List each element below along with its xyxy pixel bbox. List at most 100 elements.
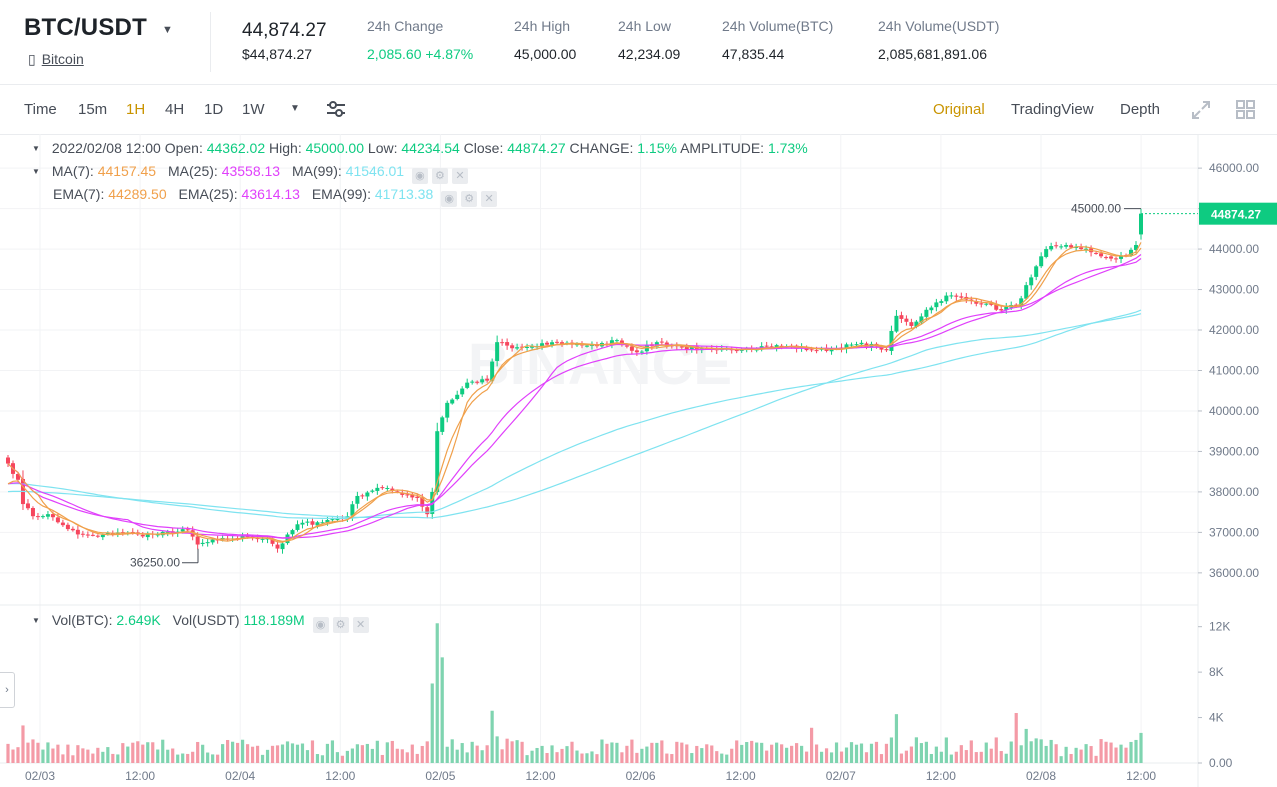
ticker-header: BTC/USDT ▼ ▯ Bitcoin 44,874.27 $44,874.27… bbox=[0, 0, 1277, 85]
volume-bar bbox=[121, 743, 125, 763]
candle-body bbox=[994, 304, 999, 310]
interval-1d[interactable]: 1D bbox=[204, 101, 224, 118]
volume-bar bbox=[350, 748, 354, 763]
candle-body bbox=[1029, 277, 1034, 286]
interval-15m[interactable]: 15m bbox=[78, 101, 108, 118]
price-axis-label: 46000.00 bbox=[1209, 161, 1259, 175]
volume-bar bbox=[899, 753, 904, 763]
expand-panel-arrow-icon[interactable]: › bbox=[0, 672, 15, 708]
indicator-settings-icon[interactable] bbox=[325, 99, 347, 119]
candle-body bbox=[1074, 246, 1079, 248]
last-price-usd: $44,874.27 bbox=[242, 46, 313, 62]
volume-bar bbox=[760, 742, 764, 763]
legend-high-label: High: bbox=[269, 140, 302, 156]
candle-body bbox=[844, 344, 849, 350]
eye-icon[interactable]: ◉ bbox=[312, 617, 329, 633]
pair-dropdown-caret-icon[interactable]: ▼ bbox=[162, 24, 173, 36]
stat-value: 2,085.60 +4.87% bbox=[367, 46, 474, 62]
volume-bar bbox=[31, 739, 35, 763]
volume-bar bbox=[879, 754, 884, 763]
volume-bar bbox=[285, 741, 290, 763]
settings-gear-icon[interactable]: ⚙ bbox=[461, 191, 478, 207]
volume-bar bbox=[505, 738, 509, 763]
candle-body bbox=[6, 457, 10, 464]
close-icon[interactable]: ✕ bbox=[352, 617, 369, 633]
candle-body bbox=[355, 495, 360, 504]
price-axis-label: 40000.00 bbox=[1209, 404, 1259, 418]
volume-bar bbox=[939, 751, 943, 763]
volume-bar bbox=[934, 746, 938, 763]
volume-bar bbox=[1114, 747, 1118, 763]
volume-bar bbox=[700, 748, 704, 763]
collapse-caret-icon[interactable]: ▼ bbox=[32, 616, 40, 625]
volume-bar bbox=[809, 727, 814, 763]
volume-bar bbox=[156, 749, 160, 763]
interval-4h[interactable]: 4H bbox=[165, 101, 185, 118]
view-tradingview[interactable]: TradingView bbox=[1011, 101, 1094, 118]
interval-1h[interactable]: 1H bbox=[126, 101, 146, 118]
volume-bar bbox=[944, 737, 948, 763]
price-axis-label: 41000.00 bbox=[1209, 363, 1259, 377]
candle-body bbox=[1049, 246, 1054, 250]
candle-body bbox=[310, 521, 315, 525]
volume-bar bbox=[914, 737, 918, 763]
settings-gear-icon[interactable]: ⚙ bbox=[431, 168, 448, 184]
fullscreen-icon[interactable] bbox=[1190, 99, 1212, 121]
stat-24h-high: 24h High 45,000.00 bbox=[514, 18, 576, 62]
candle-body bbox=[475, 381, 480, 383]
settings-gear-icon[interactable]: ⚙ bbox=[332, 617, 349, 633]
volume-bar bbox=[565, 746, 569, 763]
vol-usdt-value: 118.189M bbox=[243, 612, 305, 628]
volume-bar bbox=[255, 745, 260, 763]
volume-axis-label: 4K bbox=[1209, 711, 1224, 725]
volume-bars bbox=[6, 623, 1143, 763]
candle-body bbox=[435, 431, 440, 493]
volume-bar bbox=[690, 753, 694, 763]
volume-bar bbox=[355, 744, 359, 763]
volume-bar bbox=[275, 745, 280, 763]
coin-info-link[interactable]: ▯ Bitcoin bbox=[28, 51, 84, 68]
interval-time[interactable]: Time bbox=[24, 101, 57, 118]
candle-body bbox=[70, 528, 75, 531]
volume-bar bbox=[615, 742, 619, 763]
volume-bar bbox=[46, 742, 50, 763]
volume-bar bbox=[974, 752, 978, 763]
candle-body bbox=[764, 345, 769, 347]
more-intervals-caret-icon[interactable]: ▼ bbox=[290, 103, 300, 114]
candle-body bbox=[889, 330, 894, 351]
pair-title[interactable]: BTC/USDT bbox=[24, 14, 147, 41]
price-axis-label: 42000.00 bbox=[1209, 323, 1259, 337]
volume-bar bbox=[295, 744, 300, 763]
eye-icon[interactable]: ◉ bbox=[411, 168, 428, 184]
volume-bar bbox=[221, 744, 225, 763]
collapse-caret-icon[interactable]: ▼ bbox=[32, 167, 40, 176]
candle-body bbox=[959, 296, 964, 298]
view-original[interactable]: Original bbox=[933, 101, 985, 118]
vol-btc-label: Vol(BTC): bbox=[51, 612, 113, 628]
volume-bar bbox=[869, 743, 874, 763]
price-chart[interactable]: BINANCE 46000.00 45000.00 44000.00 43000.00… bbox=[0, 134, 1277, 787]
close-icon[interactable]: ✕ bbox=[451, 168, 468, 184]
volume-bar bbox=[201, 744, 205, 763]
volume-bar bbox=[51, 748, 55, 763]
coin-name[interactable]: Bitcoin bbox=[41, 51, 84, 67]
close-icon[interactable]: ✕ bbox=[481, 191, 498, 207]
collapse-caret-icon[interactable]: ▼ bbox=[32, 144, 40, 153]
volume-bar bbox=[560, 748, 564, 763]
volume-bar bbox=[325, 743, 330, 763]
volume-bar bbox=[36, 742, 40, 763]
candle-body bbox=[639, 351, 644, 353]
ma99-line bbox=[7, 313, 1142, 519]
candle-body bbox=[25, 503, 30, 509]
volume-bar bbox=[1134, 739, 1138, 763]
volume-bar bbox=[265, 749, 270, 763]
candle-body bbox=[405, 494, 410, 496]
stat-label: 24h High bbox=[514, 18, 571, 34]
view-depth[interactable]: Depth bbox=[1120, 101, 1161, 118]
eye-icon[interactable]: ◉ bbox=[441, 191, 458, 207]
grid-layout-icon[interactable] bbox=[1236, 100, 1256, 120]
volume-bar bbox=[775, 742, 779, 763]
interval-1w[interactable]: 1W bbox=[242, 101, 265, 118]
volume-bar bbox=[1074, 747, 1078, 763]
candle-body bbox=[265, 538, 270, 540]
